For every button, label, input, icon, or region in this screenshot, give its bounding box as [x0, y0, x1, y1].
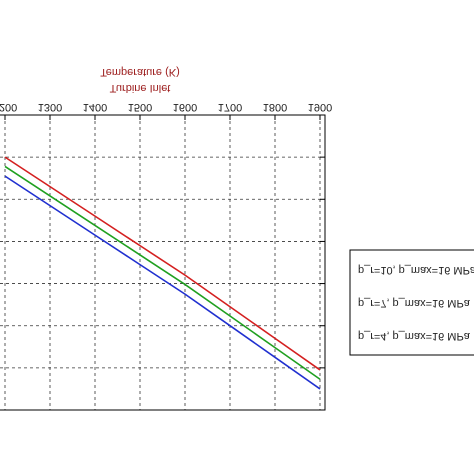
x-tick-label: 1400: [83, 101, 107, 113]
x-tick-label: 1300: [38, 101, 62, 113]
x-tick-label: 1200: [0, 101, 17, 113]
legend-box: [349, 249, 474, 356]
x-tick-label: 1500: [128, 101, 152, 113]
axis-title: Turbine Inlet: [110, 82, 171, 94]
x-tick-label: 1800: [263, 101, 287, 113]
legend-label: p_r=4, p_max=16 MPa: [358, 330, 471, 342]
line-series: [4, 165, 321, 380]
x-tick-label: 1600: [173, 101, 197, 113]
x-tick-label: 1700: [218, 101, 242, 113]
plot-frame: [0, 114, 326, 411]
axis-title: Temperature (K): [100, 66, 179, 78]
line-series: [4, 175, 321, 390]
legend-label: p_r=10, p_max=16 MPa: [358, 264, 474, 276]
x-tick-label: 1900: [308, 101, 332, 113]
line-series: [4, 156, 321, 371]
legend-label: p_r=7, p_max=16 MPa: [358, 297, 471, 309]
